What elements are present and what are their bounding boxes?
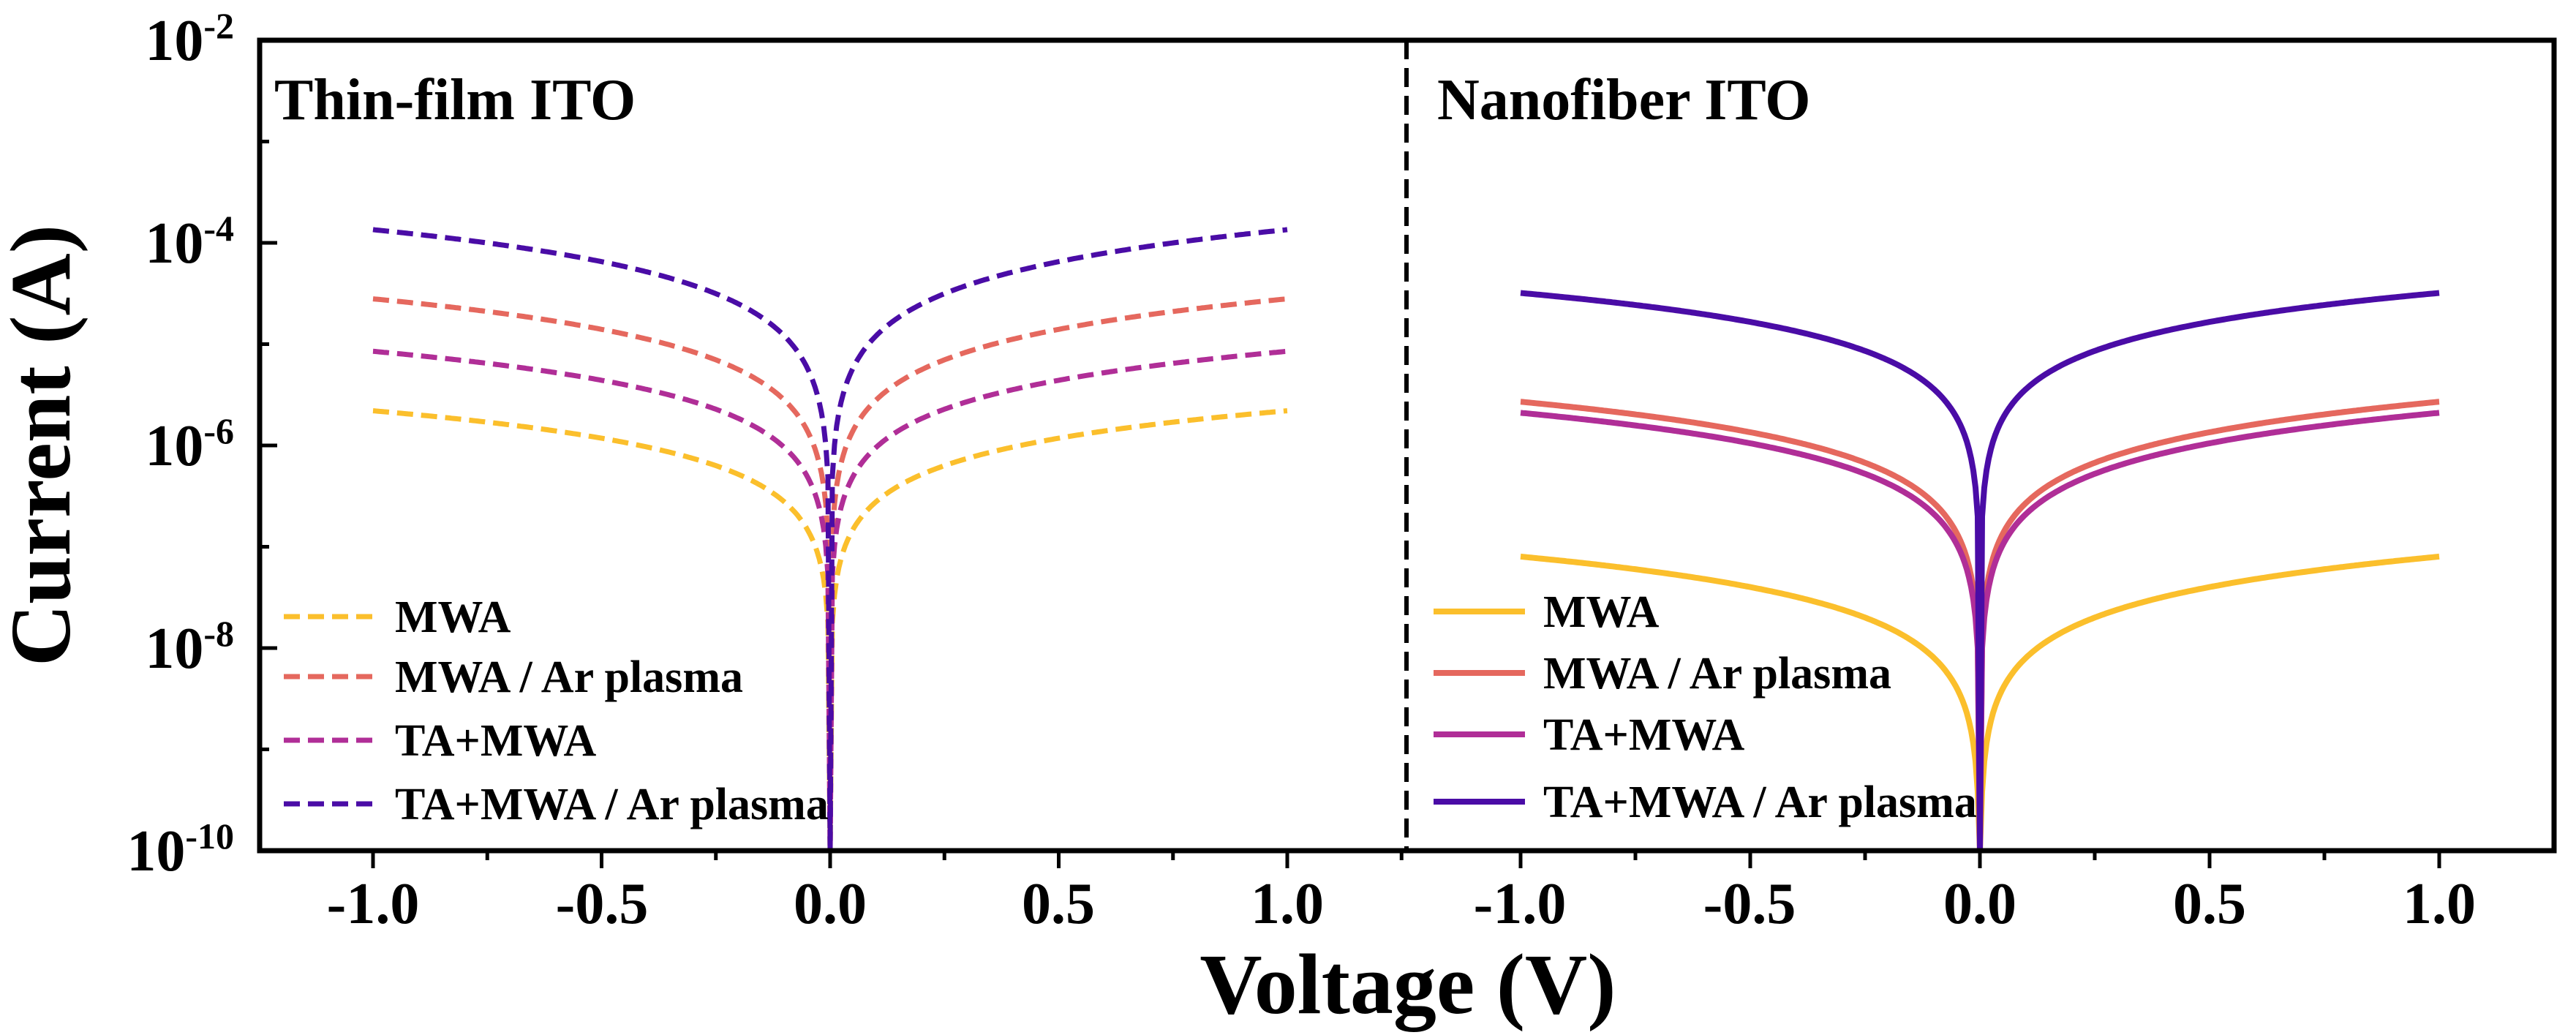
curve-thin-film-1 (372, 296, 1288, 854)
x-tick-label-right-0: 0.0 (1943, 872, 2016, 936)
y-tick-label-1e-6: 10-6 (145, 410, 234, 478)
y-axis-title: Current (A) (0, 225, 88, 666)
legend-label-left-mwa-ar: MWA / Ar plasma (395, 652, 743, 702)
curve-thin-film-2 (372, 348, 1288, 854)
legend-left: MWA MWA / Ar plasma TA+MWA TA+MWA / Ar p… (284, 592, 829, 829)
x-tick-label-left-0: 0.0 (794, 872, 867, 936)
legend-right: MWA MWA / Ar plasma TA+MWA TA+MWA / Ar p… (1434, 587, 1977, 827)
legend-label-left-mwa: MWA (395, 592, 511, 642)
legend-label-right-ta-mwa-ar: TA+MWA / Ar plasma (1543, 778, 1977, 827)
legend-label-left-ta-mwa: TA+MWA (395, 716, 597, 766)
panel-title-thin-film: Thin-film ITO (274, 68, 636, 132)
y-tick-label-1e-10: 10-10 (127, 816, 234, 884)
x-tick-label-right-05: 0.5 (2173, 872, 2246, 936)
y-tick-label-1e-8: 10-8 (145, 613, 234, 681)
legend-label-left-ta-mwa-ar: TA+MWA / Ar plasma (395, 780, 829, 829)
y-tick-label-1e-4: 10-4 (145, 208, 234, 276)
x-axis-title: Voltage (V) (1200, 936, 1616, 1032)
legend-label-right-ta-mwa: TA+MWA (1543, 710, 1745, 760)
x-tick-label-right-neg05: -0.5 (1703, 872, 1796, 936)
x-tick-label-left-1: 1.0 (1251, 872, 1324, 936)
legend-label-right-mwa: MWA (1543, 587, 1660, 637)
panel-title-nanofiber: Nanofiber ITO (1437, 68, 1810, 132)
x-tick-label-left-neg1: -1.0 (327, 872, 420, 936)
x-tick-label-right-1: 1.0 (2403, 872, 2476, 936)
x-tick-label-left-neg05: -0.5 (556, 872, 649, 936)
x-tick-label-right-neg1: -1.0 (1474, 872, 1567, 936)
y-tick-label-1e-2: 10-2 (145, 5, 234, 73)
legend-label-right-mwa-ar: MWA / Ar plasma (1543, 649, 1891, 699)
x-tick-label-left-05: 0.5 (1022, 872, 1095, 936)
